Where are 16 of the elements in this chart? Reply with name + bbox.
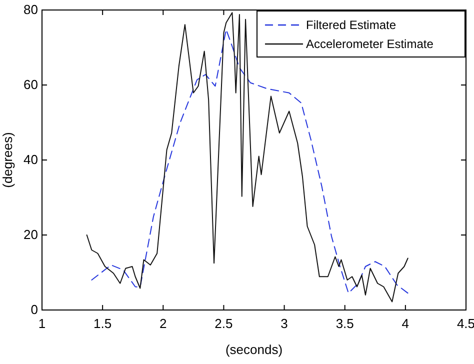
legend-label: Filtered Estimate bbox=[306, 18, 396, 32]
y-axis-title: (degrees) bbox=[0, 132, 15, 188]
y-tick-label: 80 bbox=[24, 2, 38, 17]
x-tick-label: 2.5 bbox=[214, 316, 233, 331]
y-tick-label: 20 bbox=[24, 227, 38, 242]
y-tick-label: 60 bbox=[24, 77, 38, 92]
y-tick-label: 40 bbox=[24, 152, 38, 167]
x-tick-label: 4 bbox=[402, 316, 410, 331]
x-tick-label: 3.5 bbox=[336, 316, 354, 331]
legend-label: Accelerometer Estimate bbox=[306, 37, 434, 51]
x-axis-title: (seconds) bbox=[225, 342, 283, 357]
y-tick-label: 0 bbox=[30, 302, 38, 317]
x-tick-label: 3 bbox=[280, 316, 288, 331]
x-tick-label: 1 bbox=[38, 316, 46, 331]
x-tick-label: 1.5 bbox=[94, 316, 112, 331]
x-tick-label: 2 bbox=[160, 316, 167, 331]
